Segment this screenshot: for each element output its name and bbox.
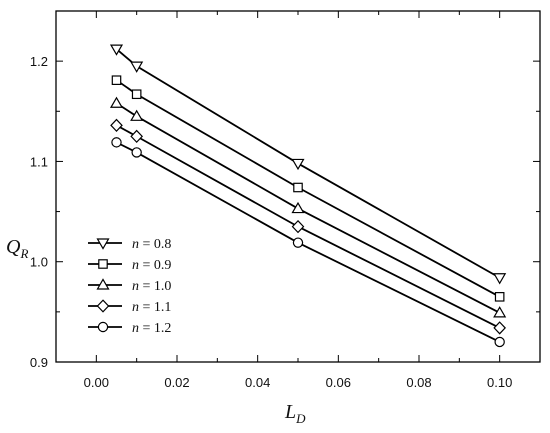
data-point	[130, 129, 143, 144]
series-3	[109, 96, 507, 318]
series-5	[111, 137, 505, 348]
legend-label: n = 1.1	[132, 300, 171, 315]
legend-marker	[96, 278, 110, 290]
axis-tick-labels: 0.00 0.02 0.04 0.06 0.08 0.10 0.9 1.0 1.1 1.2	[30, 54, 512, 390]
data-point	[293, 182, 303, 193]
data-point	[130, 109, 144, 121]
data-point	[493, 273, 507, 285]
legend-label: n = 0.8	[132, 237, 171, 252]
data-point	[131, 89, 142, 100]
x-tick-label: 0.00	[84, 375, 109, 390]
data-point	[109, 44, 124, 56]
legend-entry: n = 1.1	[88, 299, 171, 315]
legend-label: n = 1.0	[132, 279, 171, 294]
data-point	[291, 201, 305, 214]
legend-marker	[96, 299, 110, 313]
legend-marker	[96, 238, 110, 250]
x-axis-title: LD	[284, 401, 306, 426]
x-tick-label: 0.08	[406, 375, 431, 390]
y-tick-label: 0.9	[30, 355, 48, 370]
legend-entry: n = 1.0	[88, 278, 171, 294]
series-line	[116, 124, 501, 329]
x-tick-label: 0.02	[164, 375, 189, 390]
legend-value: = 1.0	[139, 279, 171, 294]
legend-var: n	[132, 258, 139, 273]
x-tick-label: 0.10	[487, 375, 512, 390]
svg-text:LD: LD	[284, 401, 306, 426]
series-line	[115, 79, 501, 298]
legend: n = 0.8n = 0.9n = 1.0n = 1.1n = 1.2	[88, 237, 171, 336]
series-line	[116, 102, 501, 314]
y-axis-title: QR	[6, 236, 28, 261]
legend-var: n	[132, 321, 139, 336]
data-point	[111, 75, 122, 85]
y-tick-label: 1.2	[30, 54, 48, 69]
data-point	[292, 237, 304, 248]
legend-value: = 0.9	[139, 258, 171, 273]
legend-value: = 1.2	[139, 321, 171, 336]
series-4	[110, 118, 506, 335]
legend-label: n = 1.2	[132, 321, 171, 336]
series-line	[116, 141, 501, 343]
data-point	[111, 137, 122, 148]
data-point	[493, 306, 507, 318]
data-point	[291, 158, 305, 171]
svg-text:QR: QR	[6, 236, 28, 261]
legend-marker	[98, 259, 108, 269]
legend-var: n	[132, 237, 139, 252]
legend-value: = 1.1	[139, 300, 171, 315]
legend-value: = 0.8	[139, 237, 171, 252]
data-series	[109, 44, 507, 348]
x-tick-label: 0.04	[245, 375, 270, 390]
y-tick-label: 1.0	[30, 255, 48, 270]
legend-marker	[97, 321, 109, 333]
x-axis-title-sub: D	[295, 411, 306, 426]
data-point	[494, 292, 505, 302]
data-point	[130, 61, 144, 73]
data-point	[493, 321, 506, 335]
legend-var: n	[132, 279, 139, 294]
data-point	[131, 147, 142, 158]
y-tick-label: 1.1	[30, 154, 48, 169]
x-axis-title-main: L	[284, 401, 296, 423]
legend-entry: n = 1.2	[88, 321, 171, 336]
series-2	[111, 75, 505, 302]
series-1	[109, 44, 507, 285]
data-point	[110, 118, 123, 132]
y-axis-title-sub: R	[19, 246, 28, 261]
data-point	[291, 219, 305, 234]
data-point	[109, 96, 124, 108]
legend-var: n	[132, 300, 139, 315]
legend-entry: n = 0.9	[88, 258, 171, 273]
x-tick-label: 0.06	[326, 375, 351, 390]
legend-entry: n = 0.8	[88, 237, 171, 252]
y-axis-title-main: Q	[6, 236, 21, 258]
legend-label: n = 0.9	[132, 258, 171, 273]
axis-ticks	[56, 11, 540, 363]
series-line	[115, 48, 501, 279]
data-point	[494, 336, 505, 348]
